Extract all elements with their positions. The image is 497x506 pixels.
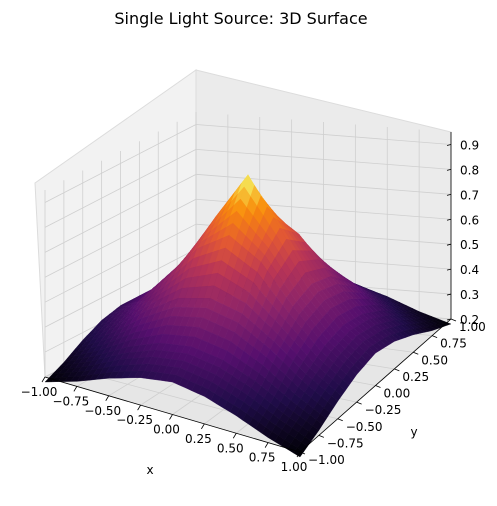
z-tick-label: 0.8 xyxy=(460,163,479,177)
y-tick-label: 0.25 xyxy=(402,370,429,384)
z-tick-label: 0.3 xyxy=(460,288,479,302)
x-tick-label: 0.75 xyxy=(249,451,276,465)
x-tick-mark xyxy=(296,451,301,458)
x-tick-label: −0.75 xyxy=(52,394,89,408)
y-tick-label: −0.75 xyxy=(327,436,364,450)
z-tick-mark xyxy=(446,268,452,271)
z-tick-label: 0.9 xyxy=(460,138,479,152)
x-tick-mark xyxy=(169,414,173,420)
z-tick-mark xyxy=(446,318,452,321)
z-tick-label: 0.5 xyxy=(460,238,479,252)
x-tick-mark xyxy=(105,395,110,401)
y-tick-mark xyxy=(318,435,325,438)
z-tick-mark xyxy=(446,144,452,146)
z-tick-label: 0.4 xyxy=(460,263,479,277)
y-tick-mark xyxy=(431,335,438,338)
x-tick-label: −0.25 xyxy=(116,413,153,427)
y-tick-label: 0.00 xyxy=(384,387,411,401)
x-tick-label: −1.00 xyxy=(21,385,58,399)
x-tick-label: −0.50 xyxy=(84,404,121,418)
z-tick-mark xyxy=(446,293,452,296)
z-tick-mark xyxy=(446,169,452,171)
z-tick-label: 0.2 xyxy=(460,313,479,327)
x-tick-mark xyxy=(264,442,269,448)
y-tick-mark xyxy=(413,351,419,355)
x-axis-label: x xyxy=(146,463,153,477)
x-tick-mark xyxy=(73,386,78,392)
y-tick-label: 0.75 xyxy=(440,337,467,351)
y-ticks: −1.00 −0.75 −0.50 −0.25 0.00 0.25 0.50 0.75 1.00 xyxy=(299,318,486,467)
chart-title: Single Light Source: 3D Surface xyxy=(114,9,367,28)
z-ticks: 0.2 0.3 0.4 0.5 0.6 0.7 0.8 0.9 xyxy=(446,138,479,327)
z-tick-mark xyxy=(446,243,452,246)
x-tick-mark xyxy=(232,433,237,439)
y-tick-mark xyxy=(375,385,381,388)
z-tick-mark xyxy=(446,193,452,196)
y-tick-label: 0.50 xyxy=(421,353,448,367)
z-tick-label: 0.7 xyxy=(460,188,479,202)
x-tick-label: 0.25 xyxy=(185,432,212,446)
x-tick-label: 0.50 xyxy=(217,441,244,455)
y-tick-mark xyxy=(450,318,457,322)
y-tick-mark xyxy=(299,451,306,455)
z-tick-label: 0.6 xyxy=(460,213,479,227)
y-tick-label: −0.50 xyxy=(346,420,383,434)
surface-mesh xyxy=(44,174,452,458)
x-ticks: −1.00−0.75−0.50−0.250.00 0.25 0.50 0.75 1.00 xyxy=(21,376,308,474)
y-axis-label: y xyxy=(410,425,417,439)
z-tick-mark xyxy=(446,218,452,221)
y-tick-label: −1.00 xyxy=(308,453,345,467)
y-tick-label: −0.25 xyxy=(365,403,402,417)
x-tick-mark xyxy=(41,376,46,383)
x-tick-label: 1.00 xyxy=(281,460,308,474)
y-tick-mark xyxy=(337,418,343,422)
x-tick-mark xyxy=(137,404,141,411)
y-tick-mark xyxy=(394,368,400,372)
y-tick-mark xyxy=(356,401,362,405)
x-tick-mark xyxy=(201,423,205,430)
x-tick-label: 0.00 xyxy=(153,423,180,437)
y-tick-label: 1.00 xyxy=(459,320,486,334)
